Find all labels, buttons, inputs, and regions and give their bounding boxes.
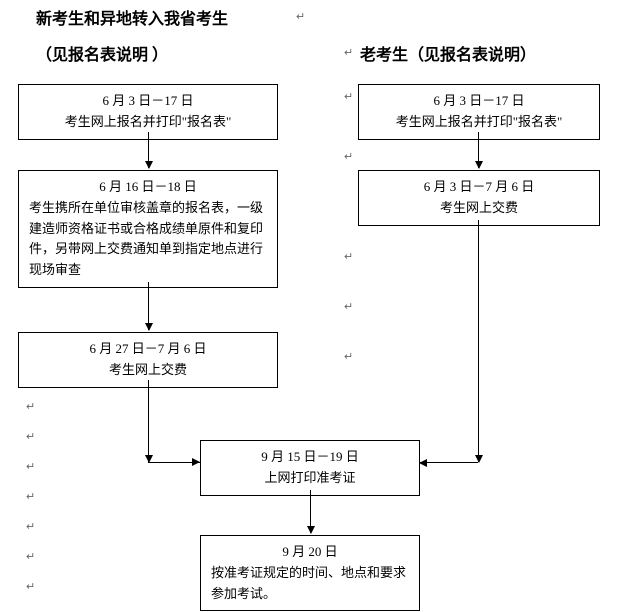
- enter-mark: ↵: [26, 430, 35, 443]
- left-header-line2: （见报名表说明 ）: [36, 47, 168, 64]
- enter-mark: ↵: [26, 400, 35, 413]
- arrow-left-1: [148, 132, 149, 168]
- arrow-merge-down: [310, 490, 311, 533]
- left-step2-text: 考生携所在单位审核盖章的报名表，一级建造师资格证书或合格成绩单原件和复印件，另带…: [29, 198, 267, 281]
- left-step3-date: 6 月 27 日－7 月 6 日: [29, 339, 267, 360]
- right-step2-text: 考生网上交费: [369, 198, 589, 219]
- merged-step1-date: 9 月 15 日－19 日: [211, 447, 409, 468]
- enter-mark: ↵: [26, 460, 35, 473]
- enter-mark: ↵: [344, 300, 353, 313]
- left-step1-date: 6 月 3 日－17 日: [29, 91, 267, 112]
- merged-step2-box: 9 月 20 日 按准考证规定的时间、地点和要求参加考试。: [200, 535, 420, 611]
- right-step1-box: 6 月 3 日－17 日 考生网上报名并打印"报名表": [358, 84, 600, 140]
- enter-mark: ↵: [296, 10, 305, 23]
- right-step1-date: 6 月 3 日－17 日: [369, 91, 589, 112]
- merged-step1-box: 9 月 15 日－19 日 上网打印准考证: [200, 440, 420, 496]
- left-step2-date: 6 月 16 日－18 日: [29, 177, 267, 198]
- right-step2-date: 6 月 3 日－7 月 6 日: [369, 177, 589, 198]
- left-step3-text: 考生网上交费: [29, 360, 267, 381]
- merged-step2-text: 按准考证规定的时间、地点和要求参加考试。: [211, 563, 409, 605]
- arrow-left-3: [148, 380, 149, 462]
- left-step2-box: 6 月 16 日－18 日 考生携所在单位审核盖章的报名表，一级建造师资格证书或…: [18, 170, 278, 288]
- right-step2-box: 6 月 3 日－7 月 6 日 考生网上交费: [358, 170, 600, 226]
- left-step1-text: 考生网上报名并打印"报名表": [29, 112, 267, 133]
- enter-mark: ↵: [26, 520, 35, 533]
- right-header: 老考生（见报名表说明）: [360, 47, 536, 64]
- enter-mark: ↵: [26, 550, 35, 563]
- merged-step2-date: 9 月 20 日: [211, 542, 409, 563]
- enter-mark: ↵: [344, 90, 353, 103]
- arrow-right-to-merge: [420, 462, 478, 463]
- arrow-left-2: [148, 282, 149, 330]
- enter-mark: ↵: [26, 490, 35, 503]
- enter-mark: ↵: [344, 250, 353, 263]
- enter-mark: ↵: [344, 350, 353, 363]
- left-header-line1: 新考生和异地转入我省考生: [36, 11, 228, 28]
- enter-mark: ↵: [26, 580, 35, 593]
- arrow-right-1: [478, 132, 479, 168]
- enter-mark: ↵: [344, 46, 353, 59]
- arrow-left-merge-head: [192, 458, 200, 466]
- merged-step1-text: 上网打印准考证: [211, 468, 409, 489]
- enter-mark: ↵: [344, 150, 353, 163]
- arrow-right-2: [478, 220, 479, 462]
- right-step1-text: 考生网上报名并打印"报名表": [369, 112, 589, 133]
